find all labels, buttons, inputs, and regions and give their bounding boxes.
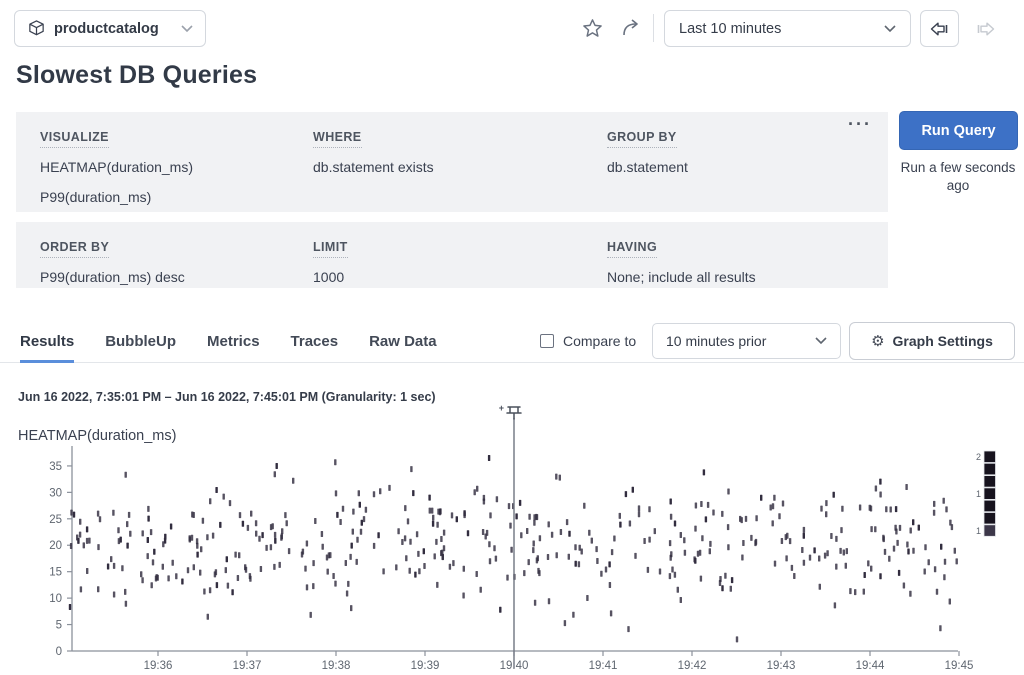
- compare-checkbox[interactable]: [540, 334, 554, 348]
- chevron-down-icon: [181, 24, 193, 32]
- query-section-limit: LIMIT 1000: [313, 238, 348, 288]
- query-section-label[interactable]: ORDER BY: [40, 240, 110, 258]
- gear-icon: ⚙: [871, 332, 885, 350]
- compare-range-select[interactable]: 10 minutes prior: [652, 323, 841, 359]
- time-range-value: Last 10 minutes: [679, 20, 782, 37]
- query-section-label[interactable]: VISUALIZE: [40, 130, 109, 148]
- svg-text:20: 20: [49, 540, 62, 552]
- query-section-label[interactable]: GROUP BY: [607, 130, 677, 148]
- graph-settings-button[interactable]: ⚙ Graph Settings: [849, 322, 1015, 360]
- package-icon: [29, 20, 44, 36]
- chevron-down-icon: [884, 24, 896, 32]
- favorite-button[interactable]: [580, 16, 604, 40]
- query-clause[interactable]: P99(duration_ms) desc: [40, 269, 185, 285]
- svg-text:1: 1: [976, 489, 981, 499]
- query-clause[interactable]: HEATMAP(duration_ms): [40, 159, 194, 175]
- page-title: Slowest DB Queries: [16, 61, 258, 89]
- svg-text:10: 10: [49, 593, 62, 605]
- back-arrow-icon: [930, 22, 948, 35]
- svg-text:15: 15: [49, 567, 62, 579]
- forward-arrow-icon: [977, 22, 995, 35]
- compare-range-value: 10 minutes prior: [666, 333, 767, 349]
- query-clause[interactable]: 1000: [313, 269, 345, 285]
- svg-text:5: 5: [56, 620, 62, 632]
- query-section-label[interactable]: HAVING: [607, 240, 658, 258]
- tab-raw-data[interactable]: Raw Data: [369, 333, 437, 350]
- svg-text:25: 25: [49, 514, 62, 526]
- dataset-name: productcatalog: [54, 20, 159, 37]
- query-section-visualize: VISUALIZE HEATMAP(duration_ms) P99(duratio…: [40, 128, 193, 208]
- query-clause[interactable]: None; include all results: [607, 269, 756, 285]
- svg-text:2: 2: [976, 452, 981, 462]
- time-marker[interactable]: +: [499, 404, 522, 668]
- run-status: Run a few seconds ago: [900, 160, 1016, 193]
- graph-settings-label: Graph Settings: [892, 333, 993, 349]
- query-section-having: HAVING None; include all results: [607, 238, 756, 288]
- query-menu-button[interactable]: ···: [848, 114, 872, 134]
- chart-title: HEATMAP(duration_ms): [18, 428, 177, 444]
- svg-text:19:42: 19:42: [678, 660, 707, 672]
- svg-text:+: +: [499, 404, 504, 413]
- heatmap-legend: 2 1 1: [976, 450, 996, 537]
- svg-text:1: 1: [976, 526, 981, 536]
- query-section-group-by: GROUP BY db.statement: [607, 128, 688, 178]
- svg-text:19:36: 19:36: [144, 660, 173, 672]
- query-clause[interactable]: db.statement: [607, 159, 688, 175]
- svg-text:19:37: 19:37: [233, 660, 262, 672]
- query-section-order-by: ORDER BY P99(duration_ms) desc: [40, 238, 185, 288]
- compare-group: Compare to: [540, 333, 636, 349]
- query-section-where: WHERE db.statement exists: [313, 128, 434, 178]
- tabs-row: Results BubbleUp Metrics Traces Raw Data Com…: [0, 322, 1024, 363]
- time-summary: Jun 16 2022, 7:35:01 PM – Jun 16 2022, 7…: [18, 390, 436, 404]
- svg-text:19:45: 19:45: [945, 660, 974, 672]
- query-builder-row2: ORDER BY P99(duration_ms) desc LIMIT 1000 HA…: [16, 222, 888, 288]
- dataset-picker[interactable]: productcatalog: [14, 10, 206, 47]
- query-section-label[interactable]: LIMIT: [313, 240, 348, 258]
- run-query-button[interactable]: Run Query: [899, 111, 1018, 150]
- tab-traces[interactable]: Traces: [290, 333, 339, 350]
- query-clause[interactable]: P99(duration_ms): [40, 189, 152, 205]
- tab-results[interactable]: Results: [20, 322, 75, 363]
- svg-text:30: 30: [49, 487, 62, 499]
- share-button[interactable]: [620, 16, 644, 40]
- tabs: Results BubbleUp Metrics Traces Raw Data: [20, 322, 437, 363]
- svg-text:19:43: 19:43: [767, 660, 796, 672]
- topbar-divider: [653, 14, 654, 42]
- history-back-button[interactable]: [920, 10, 959, 47]
- time-range-select[interactable]: Last 10 minutes: [664, 10, 911, 47]
- svg-text:19:44: 19:44: [856, 660, 885, 672]
- tab-metrics[interactable]: Metrics: [207, 333, 260, 350]
- svg-text:35: 35: [49, 461, 62, 473]
- query-builder-row1: ··· VISUALIZE HEATMAP(duration_ms) P99(dur…: [16, 112, 888, 212]
- share-arrow-icon: [623, 19, 638, 36]
- svg-text:19:38: 19:38: [322, 660, 351, 672]
- pin-icon: +: [499, 404, 522, 420]
- star-icon: [582, 18, 602, 37]
- query-section-label[interactable]: WHERE: [313, 130, 362, 148]
- svg-text:0: 0: [56, 646, 62, 658]
- query-clause[interactable]: db.statement exists: [313, 159, 434, 175]
- heatmap-points: [68, 455, 958, 643]
- compare-label: Compare to: [563, 333, 637, 349]
- svg-text:19:41: 19:41: [589, 660, 618, 672]
- svg-text:19:39: 19:39: [411, 660, 440, 672]
- chevron-down-icon: [815, 337, 827, 345]
- history-forward-button: [966, 10, 1005, 47]
- tab-bubbleup[interactable]: BubbleUp: [105, 333, 177, 350]
